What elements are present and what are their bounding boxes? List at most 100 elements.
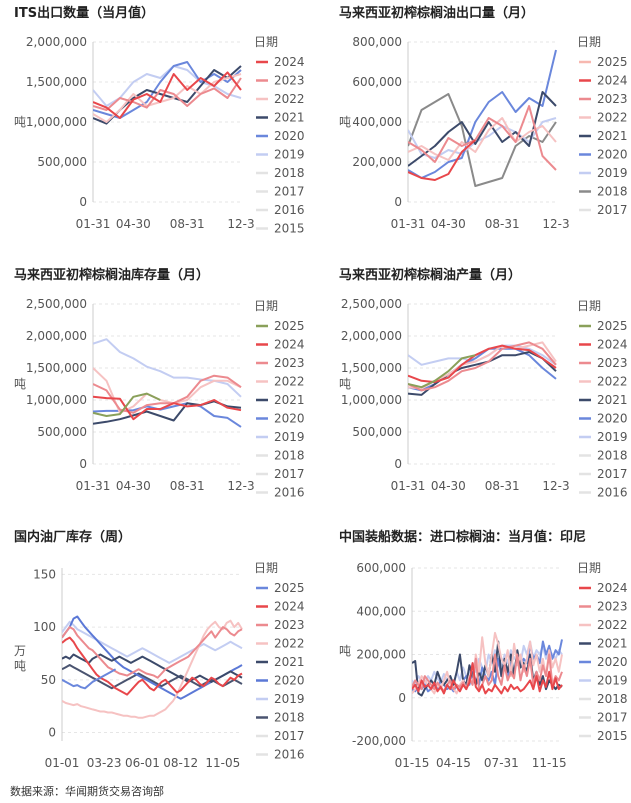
y-axis-label: 吨 [339, 115, 351, 129]
y-tick-label: 0 [79, 457, 87, 471]
legend-item[interactable]: 2019 [274, 692, 305, 706]
legend-item[interactable]: 2025 [597, 55, 628, 69]
legend-item[interactable]: 2019 [597, 674, 628, 688]
legend-item[interactable]: 2023 [597, 356, 628, 370]
legend-item[interactable]: 2023 [597, 600, 628, 614]
chart-title: 马来西亚初榨棕榈油库存量（月） [14, 268, 210, 283]
y-tick-label: 500,000 [352, 425, 402, 439]
chart-title: 中国装船数据：进口棕榈油：当月值：印尼 [339, 530, 587, 545]
legend-item[interactable]: 2021 [274, 393, 305, 407]
x-tick-label: 01-31 [76, 217, 111, 231]
legend-item[interactable]: 2020 [597, 655, 628, 669]
x-tick-label: 04-30 [116, 479, 151, 493]
legend-item[interactable]: 2017 [274, 467, 305, 481]
legend-item[interactable]: 2020 [597, 412, 628, 426]
x-tick-label: 12-3 [227, 479, 254, 493]
legend-item[interactable]: 2017 [274, 185, 305, 199]
y-tick-label: 500,000 [37, 425, 87, 439]
y-tick-label: 2,000,000 [26, 35, 87, 49]
legend-title: 日期 [254, 561, 278, 575]
legend-title: 日期 [254, 35, 278, 49]
x-tick-label: 12-3 [542, 217, 569, 231]
legend-item[interactable]: 2019 [597, 166, 628, 180]
x-tick-label: 03-23 [87, 756, 122, 770]
legend-item[interactable]: 2025 [274, 581, 305, 595]
series-line-2023 [408, 105, 557, 171]
series-line-2025 [93, 392, 161, 417]
y-tick-label: 200,000 [352, 155, 402, 169]
legend-item[interactable]: 2021 [274, 655, 305, 669]
legend-item[interactable]: 2021 [274, 111, 305, 125]
legend-item[interactable]: 2024 [274, 55, 305, 69]
legend-item[interactable]: 2022 [597, 375, 628, 389]
y-tick-label: 500,000 [37, 155, 87, 169]
series-line-2020 [62, 615, 243, 700]
legend-item[interactable]: 2020 [274, 674, 305, 688]
series-line-2021 [408, 351, 557, 396]
legend-item[interactable]: 2016 [597, 486, 628, 500]
legend-item[interactable]: 2018 [274, 166, 305, 180]
y-axis-label: 吨 [339, 644, 351, 658]
legend-item[interactable]: 2019 [274, 148, 305, 162]
y-tick-label: 800,000 [352, 35, 402, 49]
legend-item[interactable]: 2015 [597, 729, 628, 743]
legend-item[interactable]: 2018 [597, 185, 628, 199]
legend-item[interactable]: 2016 [274, 486, 305, 500]
legend-item[interactable]: 2018 [274, 711, 305, 725]
legend-item[interactable]: 2021 [597, 393, 628, 407]
x-tick-label: 08-12 [163, 756, 198, 770]
legend-item[interactable]: 2017 [597, 467, 628, 481]
x-tick-label: 04-30 [431, 479, 466, 493]
legend-item[interactable]: 2018 [597, 449, 628, 463]
x-tick-label: 08-31 [170, 479, 205, 493]
legend-item[interactable]: 2020 [274, 412, 305, 426]
legend-item[interactable]: 2023 [597, 92, 628, 106]
legend-item[interactable]: 2025 [274, 319, 305, 333]
legend-item[interactable]: 2022 [274, 375, 305, 389]
legend-item[interactable]: 2018 [597, 692, 628, 706]
legend-item[interactable]: 2017 [274, 729, 305, 743]
y-tick-label: 1,000,000 [341, 393, 402, 407]
legend-item[interactable]: 2024 [597, 338, 628, 352]
y-tick-label: 1,500,000 [26, 361, 87, 375]
y-tick-label: 2,000,000 [26, 329, 87, 343]
legend-item[interactable]: 2021 [597, 637, 628, 651]
legend-item[interactable]: 2022 [597, 111, 628, 125]
legend-item[interactable]: 2022 [597, 618, 628, 632]
legend-item[interactable]: 2017 [597, 711, 628, 725]
legend-item[interactable]: 2022 [274, 92, 305, 106]
legend-item[interactable]: 2025 [597, 319, 628, 333]
legend-item[interactable]: 2017 [597, 203, 628, 217]
legend-item[interactable]: 2022 [274, 637, 305, 651]
legend-item[interactable]: 2024 [597, 581, 628, 595]
legend-title: 日期 [577, 35, 601, 49]
x-tick-label: 01-15 [395, 756, 430, 770]
legend-item[interactable]: 2020 [274, 129, 305, 143]
legend-item[interactable]: 2016 [274, 203, 305, 217]
series-line-2020 [408, 49, 557, 179]
legend-item[interactable]: 2015 [274, 222, 305, 236]
legend-item[interactable]: 2024 [274, 338, 305, 352]
legend-item[interactable]: 2020 [597, 148, 628, 162]
series-line-2023 [93, 77, 242, 111]
y-tick-label: 2,500,000 [26, 297, 87, 311]
legend-item[interactable]: 2019 [597, 430, 628, 444]
series-line-2025 [408, 354, 476, 389]
x-tick-label: 11-05 [205, 756, 240, 770]
legend-item[interactable]: 2024 [274, 600, 305, 614]
legend-item[interactable]: 2023 [274, 74, 305, 88]
legend-item[interactable]: 2021 [597, 129, 628, 143]
legend-title: 日期 [577, 561, 601, 575]
chart-china-shipment: 中国装船数据：进口棕榈油：当月值：印尼 -200,000 0 200,000 400,… [325, 524, 631, 786]
legend-item[interactable]: 2023 [274, 356, 305, 370]
legend-item[interactable]: 2016 [274, 748, 305, 762]
legend-item[interactable]: 2023 [274, 618, 305, 632]
series-line-2018 [62, 664, 243, 690]
legend-item[interactable]: 2024 [597, 74, 628, 88]
legend-title: 日期 [254, 299, 278, 313]
legend-item[interactable]: 2019 [274, 430, 305, 444]
legend-item[interactable]: 2018 [274, 449, 305, 463]
y-tick-label: 0 [48, 726, 56, 740]
series-line-2024 [62, 636, 243, 696]
series-line-2023 [412, 653, 563, 693]
